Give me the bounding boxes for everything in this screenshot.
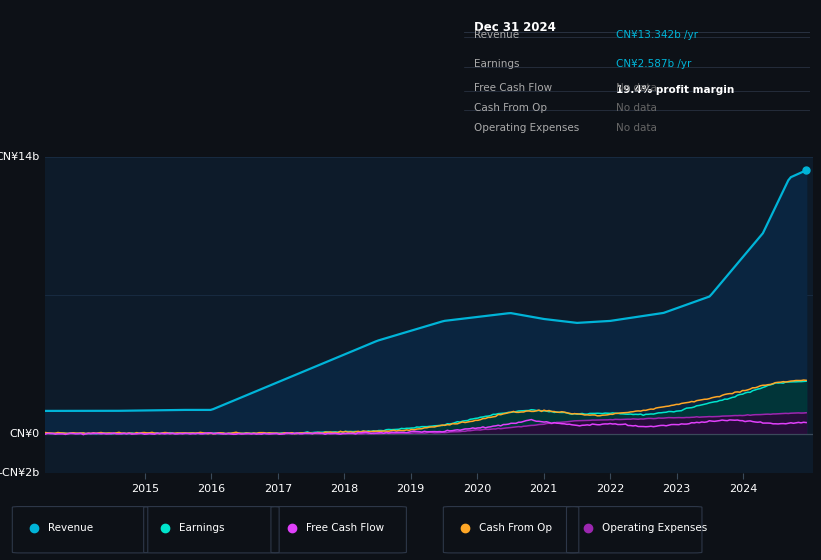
Text: Free Cash Flow: Free Cash Flow (475, 83, 553, 94)
Text: Earnings: Earnings (475, 59, 520, 69)
Text: Revenue: Revenue (475, 30, 520, 40)
Text: CN¥14b: CN¥14b (0, 152, 39, 162)
Text: Operating Expenses: Operating Expenses (602, 523, 707, 533)
Text: CN¥13.342b /yr: CN¥13.342b /yr (617, 30, 699, 40)
Text: 19.4% profit margin: 19.4% profit margin (617, 86, 735, 95)
Text: Dec 31 2024: Dec 31 2024 (475, 21, 556, 34)
Text: Revenue: Revenue (48, 523, 93, 533)
Text: -CN¥2b: -CN¥2b (0, 468, 39, 478)
Text: Earnings: Earnings (179, 523, 224, 533)
Text: Cash From Op: Cash From Op (479, 523, 552, 533)
Text: Operating Expenses: Operating Expenses (475, 123, 580, 133)
Text: No data: No data (617, 103, 657, 113)
Text: CN¥0: CN¥0 (9, 428, 39, 438)
Text: No data: No data (617, 123, 657, 133)
Text: No data: No data (617, 83, 657, 94)
Text: Cash From Op: Cash From Op (475, 103, 548, 113)
Text: CN¥2.587b /yr: CN¥2.587b /yr (617, 59, 691, 69)
Text: Free Cash Flow: Free Cash Flow (306, 523, 384, 533)
